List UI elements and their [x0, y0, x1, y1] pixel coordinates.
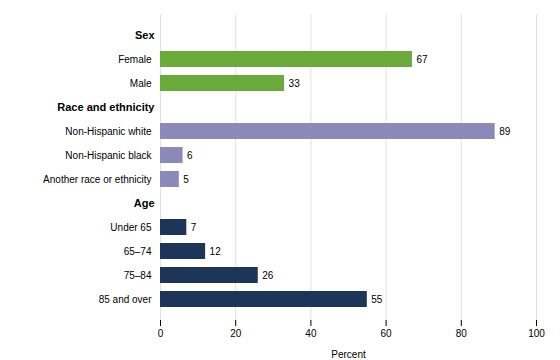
svg-text:Under 65: Under 65 [110, 222, 152, 233]
svg-text:55: 55 [371, 294, 383, 305]
svg-text:Male: Male [130, 78, 152, 89]
svg-text:100: 100 [528, 328, 545, 339]
svg-text:67: 67 [416, 54, 428, 65]
svg-text:20: 20 [230, 328, 242, 339]
svg-text:Sex: Sex [135, 29, 155, 41]
svg-text:Non-Hispanic black: Non-Hispanic black [65, 150, 152, 161]
svg-text:Female: Female [118, 54, 152, 65]
svg-text:26: 26 [262, 270, 274, 281]
svg-text:Percent: Percent [331, 349, 366, 360]
svg-text:89: 89 [499, 126, 511, 137]
svg-text:Another race or ethnicity: Another race or ethnicity [43, 174, 151, 185]
svg-text:0: 0 [158, 328, 164, 339]
svg-text:Non-Hispanic white: Non-Hispanic white [65, 126, 152, 137]
svg-text:Race and ethnicity: Race and ethnicity [57, 101, 155, 113]
svg-text:65–74: 65–74 [124, 246, 152, 257]
svg-text:40: 40 [305, 328, 317, 339]
svg-text:80: 80 [456, 328, 468, 339]
svg-text:12: 12 [210, 246, 222, 257]
svg-text:5: 5 [183, 174, 189, 185]
svg-text:85 and over: 85 and over [99, 294, 152, 305]
svg-text:7: 7 [191, 222, 197, 233]
svg-text:60: 60 [381, 328, 393, 339]
svg-text:6: 6 [187, 150, 193, 161]
svg-text:75–84: 75–84 [124, 270, 152, 281]
svg-text:33: 33 [289, 78, 301, 89]
svg-text:Age: Age [134, 197, 155, 209]
